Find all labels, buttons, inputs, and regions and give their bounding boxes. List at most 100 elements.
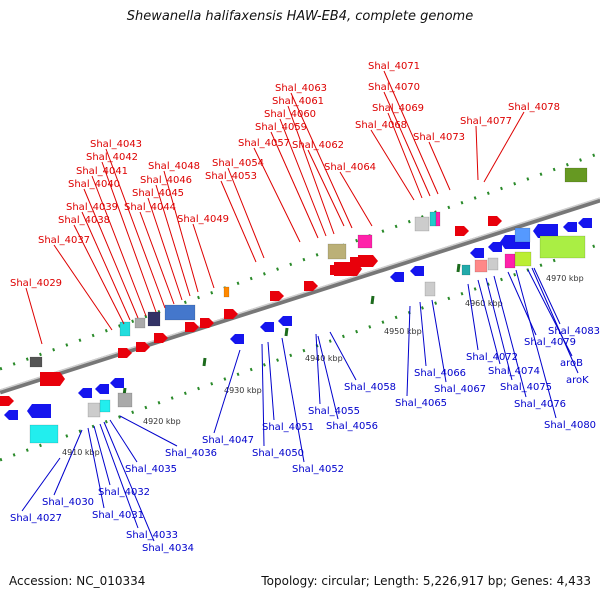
scale-label: 4970 kbp: [546, 274, 584, 283]
forward-leader-line: [220, 180, 257, 263]
scale-label: 4950 kbp: [384, 327, 422, 336]
gene-feature: [99, 399, 111, 413]
gene-feature: [429, 211, 437, 227]
forward-gene-label: Shal_4073: [413, 132, 465, 143]
reverse-gene-arrow: [278, 316, 292, 326]
reverse-leader-line: [493, 275, 527, 398]
reverse-gene-label: Shal_4031: [92, 510, 144, 521]
genome-summary-text: Topology: circular; Length: 5,226,917 bp…: [261, 574, 591, 588]
reverse-leader-line: [485, 277, 513, 381]
gene-feature: [134, 317, 146, 329]
reverse-gene-arrow: [488, 242, 502, 252]
reverse-gene-label: Shal_4072: [466, 352, 518, 363]
major-tick: [284, 327, 289, 337]
gene-feature: [461, 264, 471, 276]
gene-feature: [424, 281, 436, 297]
forward-gene-label: Shal_4061: [272, 96, 324, 107]
forward-leader-line: [475, 125, 479, 181]
forward-gene-label: Shal_4043: [90, 139, 142, 150]
reverse-leader-line: [467, 283, 479, 351]
gene-feature: [414, 216, 430, 232]
reverse-gene-label: Shal_4027: [10, 513, 62, 524]
reverse-gene-label: Shal_4065: [395, 398, 447, 409]
scale-label: 4930 kbp: [224, 386, 262, 395]
forward-leader-line: [387, 112, 423, 199]
gene-feature: [29, 356, 43, 368]
reverse-leader-line: [103, 421, 155, 542]
gene-feature: [119, 321, 131, 337]
forward-gene-label: Shal_4037: [38, 235, 90, 246]
forward-gene-label: Shal_4041: [76, 166, 128, 177]
forward-leader-line: [307, 149, 345, 227]
reverse-gene-arrow: [578, 218, 592, 228]
reverse-gene-arrow: [230, 334, 244, 344]
reverse-leader-line: [533, 267, 561, 325]
reverse-gene-label: Shal_4056: [326, 421, 378, 432]
forward-gene-label: Shal_4054: [212, 158, 264, 169]
gene-feature: [504, 253, 516, 269]
reverse-gene-arrow: [390, 272, 404, 282]
reverse-gene-label: Shal_4050: [252, 448, 304, 459]
forward-gene-arrow: [358, 255, 378, 267]
forward-leader-line: [428, 141, 451, 191]
reverse-leader-line: [119, 415, 178, 447]
genome-backbone: [0, 197, 600, 395]
reverse-gene-arrow: [4, 410, 18, 420]
reverse-gene-label: Shal_4051: [262, 422, 314, 433]
reverse-leader-line: [213, 349, 241, 434]
reverse-gene-label: Shal_4079: [524, 337, 576, 348]
forward-gene-arrow: [154, 333, 168, 343]
reverse-gene-label: Shal_4032: [98, 487, 150, 498]
forward-leader-line: [105, 148, 166, 309]
forward-gene-label: Shal_4071: [368, 61, 420, 72]
forward-gene-arrow: [118, 348, 132, 358]
forward-gene-label: Shal_4044: [124, 202, 176, 213]
gene-feature: [514, 251, 532, 267]
forward-leader-line: [81, 211, 131, 321]
reverse-leader-line: [315, 333, 321, 405]
reverse-gene-label: Shal_4035: [125, 464, 177, 475]
forward-leader-line: [339, 171, 373, 227]
reverse-gene-arrow: [27, 404, 51, 418]
gene-feature: [564, 167, 588, 183]
reverse-gene-label: Shal_4076: [514, 399, 566, 410]
reverse-gene-label: Shal_4030: [42, 497, 94, 508]
gene-feature: [514, 227, 531, 243]
reverse-gene-label: Shal_4055: [308, 406, 360, 417]
reverse-gene-label: Shal_4036: [165, 448, 217, 459]
gene-feature: [327, 243, 347, 260]
forward-leader-line: [253, 147, 301, 243]
forward-leader-line: [53, 244, 113, 331]
gene-feature: [487, 257, 499, 271]
gene-feature: [164, 304, 196, 321]
reverse-leader-line: [109, 419, 138, 463]
forward-gene-label: Shal_4029: [10, 278, 62, 289]
reverse-gene-label: Shal_4066: [414, 368, 466, 379]
forward-gene-label: Shal_4060: [264, 109, 316, 120]
reverse-gene-arrow: [260, 322, 274, 332]
forward-leader-line: [192, 223, 215, 289]
reverse-gene-arrow: [410, 266, 424, 276]
forward-gene-label: Shal_4040: [68, 179, 120, 190]
reverse-gene-arrow: [110, 378, 124, 388]
forward-leader-line: [83, 188, 139, 319]
reverse-leader-line: [477, 279, 501, 365]
forward-leader-line: [155, 184, 191, 297]
gene-feature: [539, 235, 586, 259]
forward-gene-label: Shal_4057: [238, 138, 290, 149]
figure-title: Shewanella halifaxensis HAW-EB4, complet…: [126, 9, 474, 24]
forward-gene-arrow: [40, 372, 65, 386]
reverse-gene-label: Shal_4034: [142, 543, 194, 554]
gene-feature: [87, 402, 101, 418]
forward-leader-line: [25, 287, 43, 345]
forward-gene-label: Shal_4062: [292, 140, 344, 151]
forward-leader-line: [147, 197, 183, 301]
reverse-leader-line: [281, 337, 305, 463]
forward-gene-arrow: [488, 216, 502, 226]
forward-leader-line: [163, 170, 199, 293]
reverse-gene-label: Shal_4067: [434, 384, 486, 395]
forward-leader-line: [279, 118, 327, 237]
major-tick: [456, 263, 461, 273]
